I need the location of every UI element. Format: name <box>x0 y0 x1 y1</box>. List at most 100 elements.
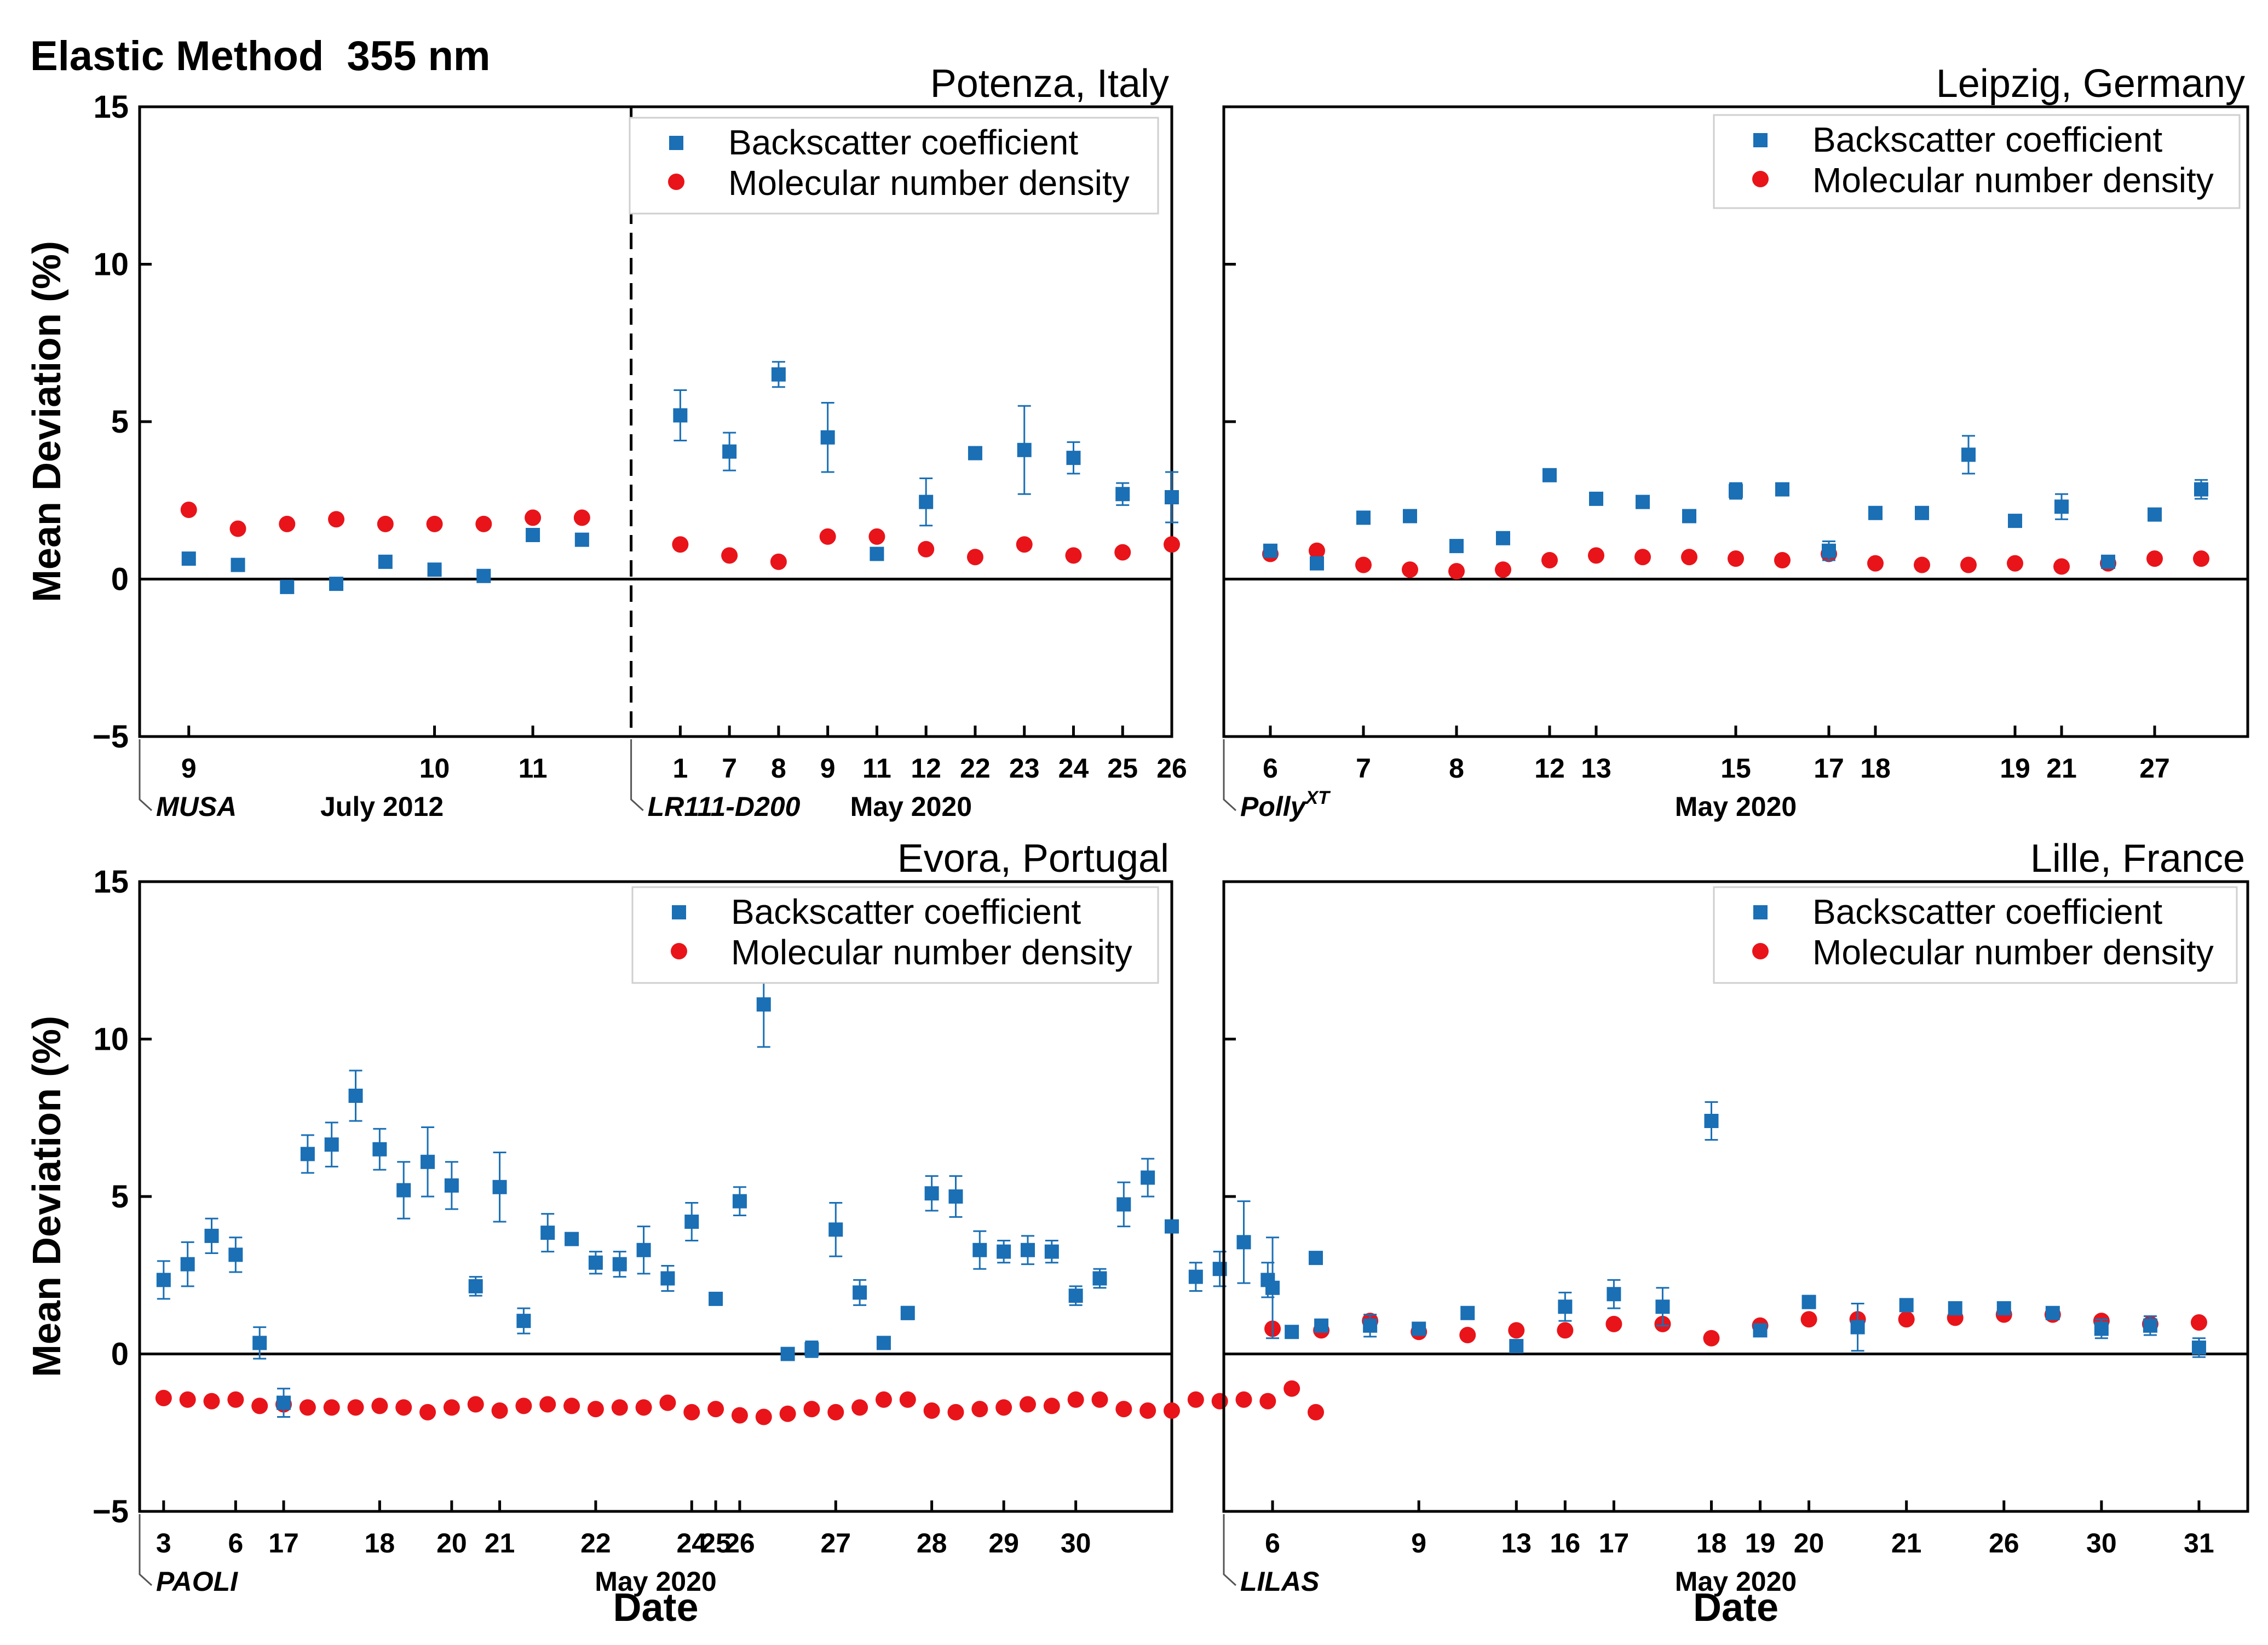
x-tick-label: 22 <box>960 753 991 784</box>
panel-title: Potenza, Italy <box>930 62 1169 106</box>
molecular-point <box>1914 556 1930 573</box>
molecular-point <box>251 1397 268 1414</box>
backscatter-point <box>252 1336 267 1350</box>
molecular-point <box>328 511 345 528</box>
molecular-point <box>966 549 983 566</box>
molecular-point <box>2007 555 2023 572</box>
backscatter-point <box>427 562 442 577</box>
backscatter-point <box>1044 1244 1059 1259</box>
x-tick-label: 7 <box>722 753 737 784</box>
molecular-point <box>299 1399 316 1416</box>
molecular-point <box>419 1404 436 1420</box>
x-tick-label: 30 <box>2086 1528 2117 1558</box>
backscatter-point <box>526 528 540 542</box>
molecular-point <box>1164 1402 1180 1419</box>
molecular-point <box>371 1397 388 1414</box>
molecular-point <box>868 528 885 545</box>
legend-label: Backscatter coefficient <box>728 123 1078 162</box>
legend-box <box>1713 114 2241 209</box>
backscatter-point <box>231 557 245 572</box>
molecular-point <box>731 1407 748 1424</box>
molecular-point <box>770 553 787 570</box>
backscatter-point <box>1310 556 1324 571</box>
x-tick-label: 8 <box>771 753 786 784</box>
x-tick-label: 11 <box>519 753 548 784</box>
backscatter-point <box>421 1154 435 1169</box>
instrument-label: MUSA <box>156 791 237 822</box>
x-tick-label: 9 <box>181 753 197 784</box>
backscatter-point <box>1263 543 1277 558</box>
panel-title: Leipzig, Germany <box>1936 62 2245 106</box>
backscatter-point <box>1801 1295 1816 1309</box>
y-tick-label: 5 <box>111 404 129 440</box>
x-tick-label: 31 <box>2184 1528 2214 1558</box>
legend-square-icon <box>672 905 686 919</box>
molecular-point <box>491 1402 508 1419</box>
x-tick-label: 9 <box>820 753 836 784</box>
x-tick-label: 30 <box>1061 1528 1091 1558</box>
x-tick-label: 27 <box>820 1528 851 1558</box>
backscatter-point <box>1822 543 1836 558</box>
molecular-point <box>1898 1311 1915 1328</box>
month-label: May 2020 <box>850 791 972 822</box>
x-tick-label: 25 <box>700 1528 731 1558</box>
instrument-label: LR111-D200 <box>648 791 801 822</box>
instrument-label: PAOLI <box>156 1566 238 1597</box>
x-tick-label: 17 <box>1814 753 1844 784</box>
molecular-point <box>279 515 296 532</box>
x-tick-label: 17 <box>1599 1528 1630 1558</box>
molecular-point <box>1508 1322 1525 1339</box>
backscatter-point <box>324 1137 339 1152</box>
molecular-point <box>918 540 935 557</box>
legend-circle-icon <box>1752 943 1769 959</box>
panel-leipzig: Leipzig, Germany 6 7 8 12 13 15 17 18 19 21 27 Polly… <box>1222 62 2249 822</box>
x-tick-label: 15 <box>1720 753 1751 784</box>
x-tick-label: 29 <box>988 1528 1019 1558</box>
molecular-point <box>635 1399 652 1416</box>
molecular-point <box>227 1391 244 1408</box>
molecular-point <box>1355 556 1372 573</box>
backscatter-point <box>574 532 589 547</box>
x-tick-label: 28 <box>917 1528 947 1558</box>
legend-label: Molecular number density <box>1812 933 2214 972</box>
backscatter-point <box>1915 505 1929 520</box>
backscatter-point <box>804 1342 819 1356</box>
molecular-point <box>971 1401 988 1418</box>
month-label: May 2020 <box>1675 1566 1797 1597</box>
legend-square-icon <box>1753 133 1768 147</box>
x-tick-label: 9 <box>1411 1528 1426 1558</box>
molecular-point <box>347 1399 364 1416</box>
molecular-point <box>1459 1327 1476 1343</box>
molecular-point <box>2193 550 2209 567</box>
molecular-point <box>1211 1393 1228 1410</box>
y-tick-label: 10 <box>93 1022 129 1057</box>
molecular-point <box>1067 1391 1084 1408</box>
x-tick-label: 18 <box>365 1528 395 1558</box>
panel-potenza: Potenza, Italy −5 0 5 10 15 Mean Deviation (%)… <box>25 62 1187 822</box>
backscatter-point <box>1020 1243 1035 1257</box>
molecular-point <box>180 502 197 518</box>
molecular-point <box>1115 1401 1132 1418</box>
molecular-point <box>875 1391 892 1408</box>
instrument-bracket <box>1223 739 1237 812</box>
backscatter-point <box>476 568 491 583</box>
backscatter-point <box>180 1257 195 1272</box>
backscatter-point <box>516 1314 531 1328</box>
molecular-point <box>1016 536 1033 553</box>
backscatter-point <box>280 579 295 594</box>
x-axis-label: Date <box>613 1586 698 1630</box>
molecular-point <box>475 515 492 532</box>
molecular-point <box>1800 1311 1817 1328</box>
instrument-bracket <box>139 1514 153 1586</box>
backscatter-point <box>1542 468 1557 482</box>
molecular-point <box>1448 563 1465 580</box>
backscatter-point <box>1729 484 1743 498</box>
y-axis-label: Mean Deviation (%) <box>25 241 69 602</box>
backscatter-point <box>1066 451 1081 465</box>
backscatter-point <box>565 1232 579 1246</box>
y-axis-label: Mean Deviation (%) <box>25 1016 69 1377</box>
x-tick-label: 21 <box>2046 753 2077 784</box>
backscatter-point <box>870 547 884 561</box>
